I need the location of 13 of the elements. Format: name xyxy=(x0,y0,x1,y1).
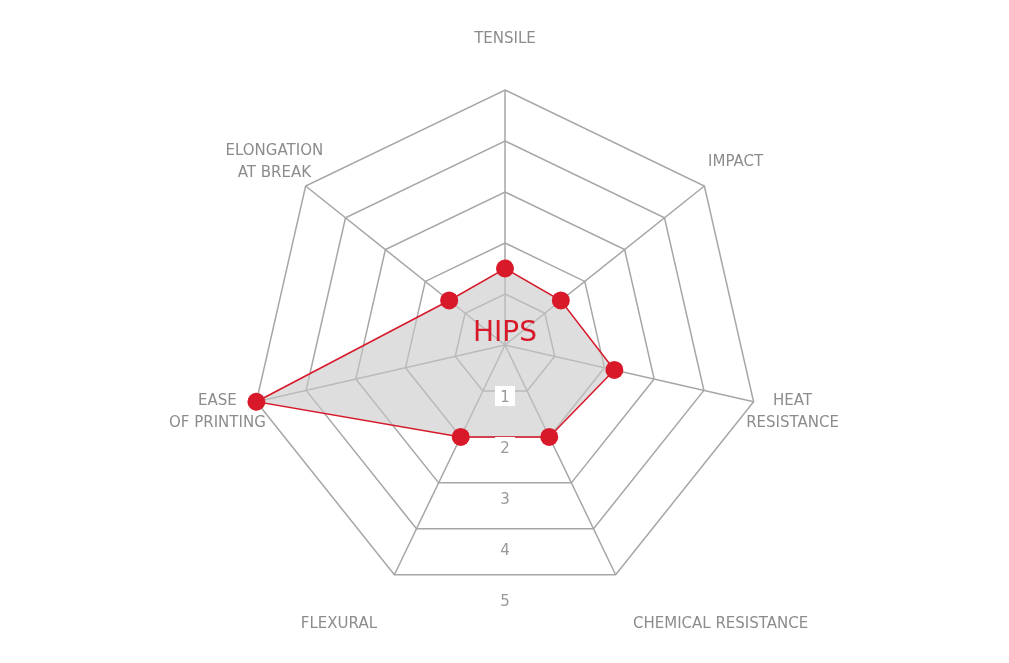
y-tick-label: 2 xyxy=(500,439,510,457)
spoke-label: EASE OF PRINTING xyxy=(169,390,266,431)
series-label: HIPS xyxy=(472,315,538,348)
y-tick-label: 1 xyxy=(500,388,510,406)
y-tick-label: 3 xyxy=(500,490,510,508)
spoke-label: TENSILE xyxy=(473,29,536,47)
spoke-label: ELONGATION AT BREAK xyxy=(225,141,324,182)
spoke-label: FLEXURAL xyxy=(300,613,378,632)
spoke-label: CHEMICAL RESISTANCE xyxy=(633,613,809,632)
spoke-label: HEAT RESISTANCE xyxy=(746,390,840,431)
y-tick-label: 4 xyxy=(500,541,510,559)
spoke-label: IMPACT xyxy=(708,152,765,171)
y-tick-label: 5 xyxy=(500,592,510,610)
